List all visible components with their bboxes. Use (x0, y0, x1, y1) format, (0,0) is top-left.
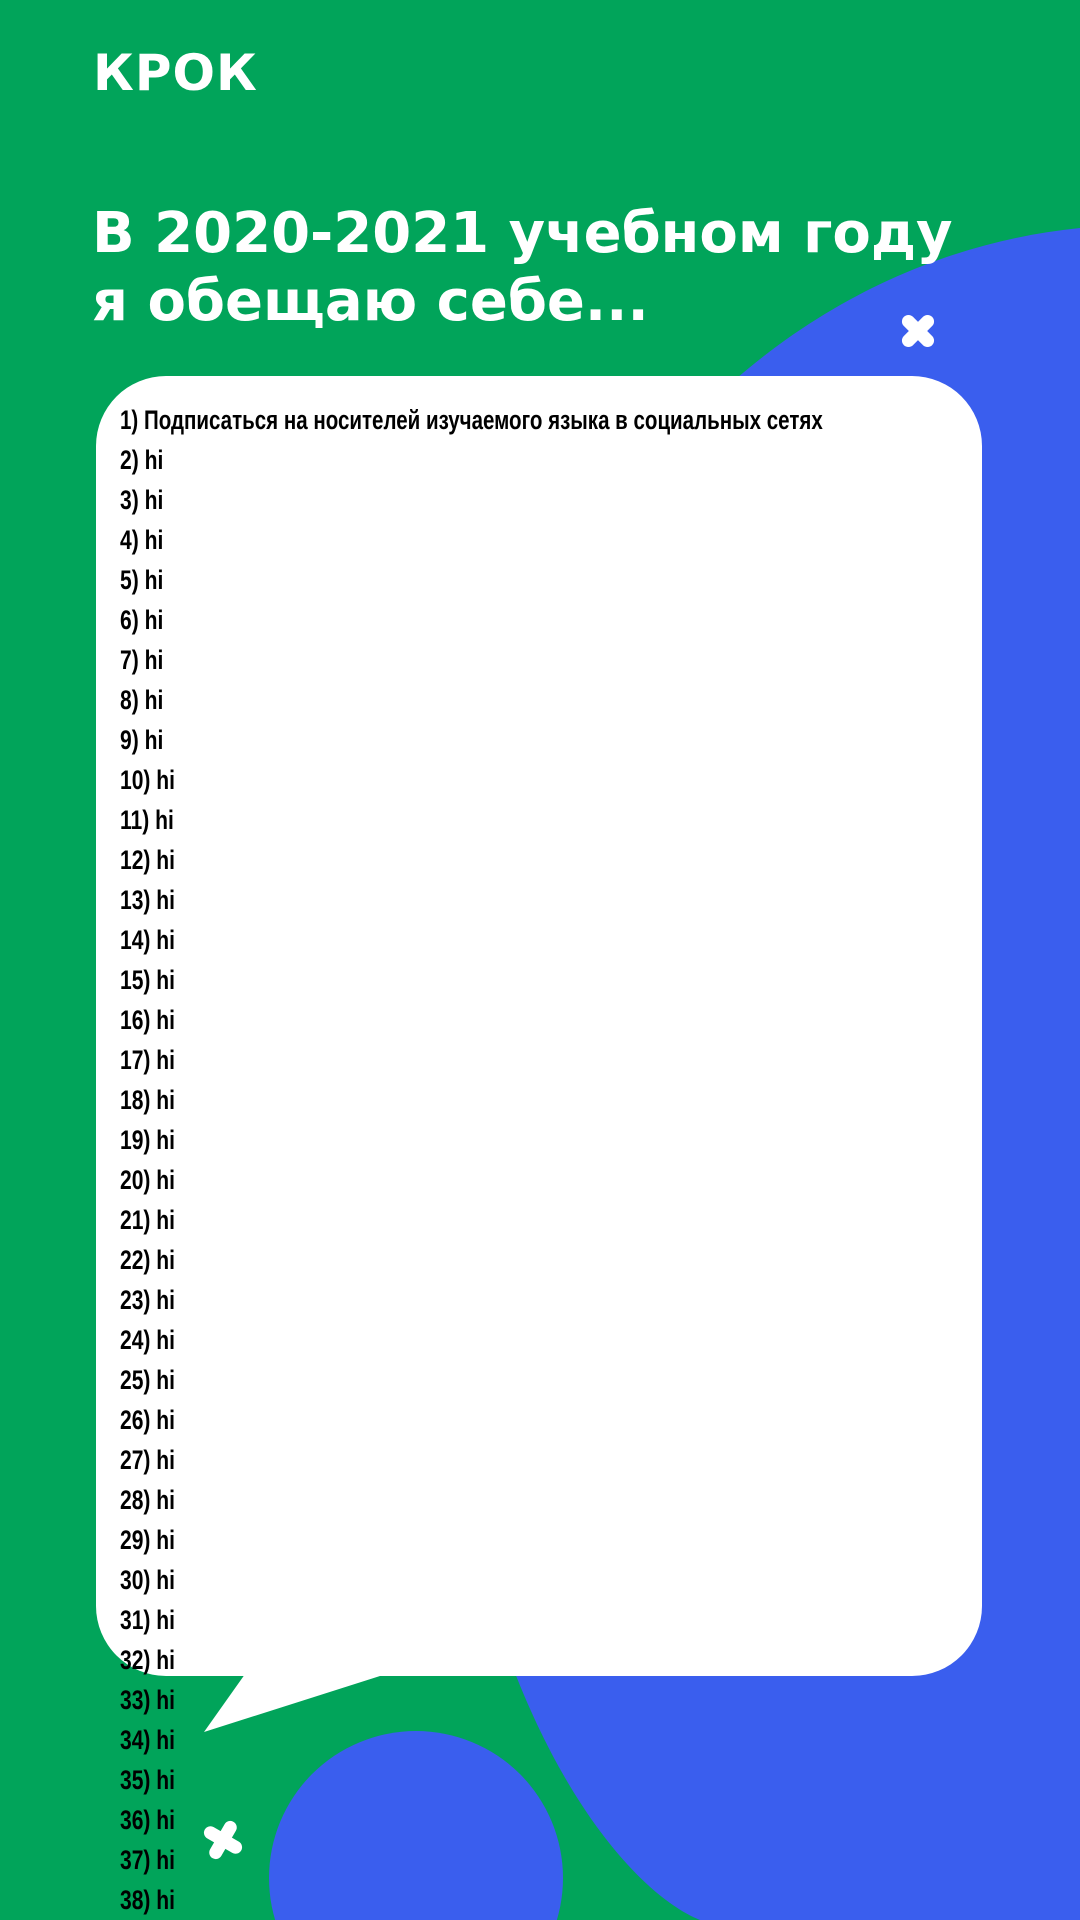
promise-item: 22) hi (120, 1245, 176, 1275)
plus-icon (203, 1820, 243, 1860)
promise-item: 28) hi (120, 1485, 176, 1515)
promise-item: 6) hi (120, 605, 164, 635)
promise-item: 26) hi (120, 1405, 176, 1435)
promise-item: 24) hi (120, 1325, 176, 1355)
title-line-1: В 2020-2021 учебном году (92, 201, 953, 266)
brand-logo: КРОК (93, 44, 258, 102)
promise-item: 10) hi (120, 765, 176, 795)
plus-icon (901, 314, 935, 348)
promise-item: 18) hi (120, 1085, 176, 1115)
promise-item: 2) hi (120, 445, 164, 475)
promise-item: 29) hi (120, 1525, 176, 1555)
promise-item: 32) hi (120, 1645, 176, 1675)
promise-item: 5) hi (120, 565, 164, 595)
promise-item: 14) hi (120, 925, 176, 955)
promise-item: 23) hi (120, 1285, 176, 1315)
promise-item: 8) hi (120, 685, 164, 715)
promise-item: 30) hi (120, 1565, 176, 1595)
promise-item: 7) hi (120, 645, 164, 675)
promise-item: 4) hi (120, 525, 164, 555)
promise-item: 1) Подписаться на носителей изучаемого я… (120, 405, 823, 435)
promise-item: 27) hi (120, 1445, 176, 1475)
speech-bubble (96, 376, 982, 1676)
promise-item: 36) hi (120, 1805, 176, 1835)
promise-item: 13) hi (120, 885, 176, 915)
promise-item: 35) hi (120, 1765, 176, 1795)
promise-item: 20) hi (120, 1165, 176, 1195)
promise-item: 31) hi (120, 1605, 176, 1635)
blue-circle (269, 1731, 563, 1920)
promise-item: 33) hi (120, 1685, 176, 1715)
title-line-2: я обещаю себе... (92, 269, 649, 334)
promise-item: 17) hi (120, 1045, 176, 1075)
promise-item: 3) hi (120, 485, 164, 515)
promise-item: 25) hi (120, 1365, 176, 1395)
promise-item: 19) hi (120, 1125, 176, 1155)
promise-item: 9) hi (120, 725, 164, 755)
promise-item: 12) hi (120, 845, 176, 875)
speech-bubble-tail (204, 1660, 380, 1732)
promise-item: 16) hi (120, 1005, 176, 1035)
promise-item: 37) hi (120, 1845, 176, 1875)
promise-item: 34) hi (120, 1725, 176, 1755)
promise-item: 11) hi (120, 805, 174, 835)
promise-item: 15) hi (120, 965, 176, 995)
promise-item: 21) hi (120, 1205, 176, 1235)
promise-item: 38) hi (120, 1885, 176, 1915)
page-title: В 2020-2021 учебном году я обещаю себе..… (92, 200, 953, 336)
promise-list: 1) Подписаться на носителей изучаемого я… (120, 400, 980, 1920)
